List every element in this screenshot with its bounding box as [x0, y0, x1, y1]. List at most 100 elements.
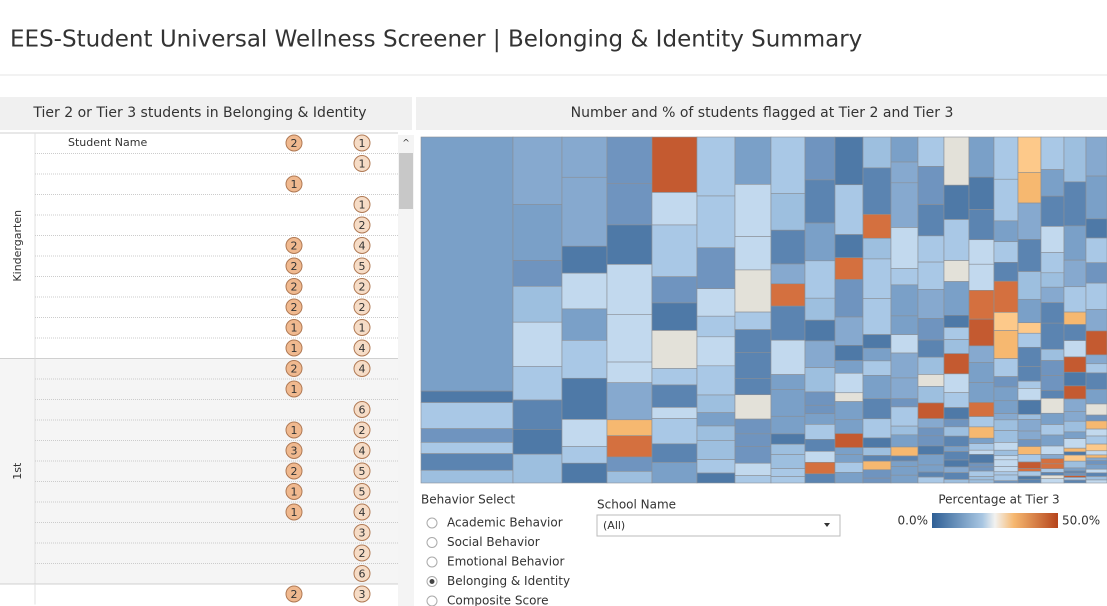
treemap-cell: [420, 136, 514, 392]
treemap-cell: [890, 182, 919, 228]
tier-badge: [353, 503, 371, 521]
tier-count: 1: [291, 383, 298, 396]
treemap-cell: [1063, 431, 1087, 440]
radio[interactable]: [426, 556, 438, 568]
treemap-cell: [1040, 360, 1065, 376]
treemap-cell: [1063, 470, 1087, 474]
treemap-cell: [512, 260, 563, 287]
treemap-cell: [734, 446, 772, 464]
treemap-cell: [770, 136, 806, 194]
group-label: Kindergarten: [11, 210, 24, 282]
treemap-cell: [606, 224, 653, 265]
treemap-cell: [770, 339, 806, 375]
treemap-cell: [420, 390, 514, 403]
tier-count: 4: [359, 342, 366, 355]
treemap-cell: [651, 407, 698, 419]
treemap-cell: [834, 136, 864, 186]
treemap-cell: [968, 345, 995, 363]
treemap-cell: [804, 461, 836, 475]
treemap-cell: [651, 418, 698, 445]
treemap-cell: [943, 184, 970, 220]
treemap-cell: [943, 435, 970, 447]
treemap-cell: [770, 374, 806, 390]
tier-count: 5: [359, 260, 366, 273]
treemap-cell: [561, 377, 608, 420]
tier-count: 6: [359, 404, 366, 417]
treemap-cell: [734, 184, 772, 237]
treemap-cell: [606, 382, 653, 421]
filter-label: Behavior Select: [421, 493, 515, 507]
panel-title: Tier 2 or Tier 3 students in Belonging &…: [32, 105, 366, 121]
scroll-up[interactable]: ^: [402, 139, 410, 149]
treemap-cell: [917, 136, 945, 167]
radio[interactable]: [426, 595, 438, 606]
treemap-cell: [862, 360, 892, 376]
tier-count: 1: [359, 199, 366, 212]
treemap-cell: [606, 264, 653, 315]
treemap-cell: [651, 136, 698, 193]
tier-badge: [285, 134, 303, 152]
treemap-cell: [1085, 389, 1107, 405]
treemap-cell: [943, 451, 970, 461]
tier-badge: [353, 257, 371, 275]
radio-label: Emotional Behavior: [447, 555, 564, 569]
treemap-cell: [993, 280, 1019, 313]
treemap-cell: [1085, 175, 1107, 220]
treemap-cell: [734, 269, 772, 313]
dropdown[interactable]: [596, 514, 841, 537]
treemap-cell: [1017, 461, 1042, 469]
treemap-cell: [651, 384, 698, 408]
treemap-cell: [770, 389, 806, 417]
treemap-cell: [862, 460, 892, 471]
treemap-cell: [968, 437, 995, 444]
treemap-cell: [606, 136, 653, 185]
treemap-cell: [993, 413, 1019, 421]
treemap-cell: [1063, 477, 1087, 481]
scroll-thumb[interactable]: [399, 153, 413, 209]
radio[interactable]: [426, 537, 438, 548]
treemap-cell: [1063, 438, 1087, 449]
treemap-cell: [917, 445, 945, 455]
treemap-cell: [1040, 468, 1065, 473]
tier-count: 2: [359, 281, 366, 294]
treemap-cell: [890, 466, 919, 476]
treemap-cell: [943, 407, 970, 420]
treemap-cell: [968, 382, 995, 403]
treemap-cell: [1085, 428, 1107, 437]
treemap-cell: [1040, 445, 1065, 455]
treemap-cell: [1085, 218, 1107, 239]
treemap-cell: [606, 183, 653, 226]
treemap-cell: [420, 428, 514, 443]
radio-dot: [429, 579, 435, 584]
treemap-cell: [890, 460, 919, 467]
tier-count: 1: [291, 486, 298, 499]
treemap-cell: [834, 360, 864, 374]
treemap-cell: [968, 470, 995, 477]
treemap-cell: [696, 425, 736, 441]
treemap-cell: [561, 245, 608, 274]
treemap-cell: [696, 195, 736, 249]
treemap-cell: [804, 297, 836, 321]
treemap-cell: [862, 334, 892, 349]
treemap-cell: [651, 330, 698, 369]
treemap-cell: [770, 415, 806, 435]
treemap-cell: [651, 443, 698, 463]
treemap-cell: [1085, 262, 1107, 284]
scrollbar[interactable]: [398, 135, 414, 606]
treemap-cell: [943, 260, 970, 282]
treemap-cell: [606, 361, 653, 383]
treemap-cell: [1017, 271, 1042, 300]
treemap-cell: [1085, 414, 1107, 422]
treemap-cell: [943, 446, 970, 452]
treemap-cell: [734, 462, 772, 476]
tier-count: 3: [359, 527, 366, 540]
treemap-cell: [1017, 388, 1042, 401]
radio[interactable]: [426, 517, 438, 529]
tier-badge: [285, 278, 303, 295]
treemap-cell: [862, 237, 892, 260]
treemap-cell: [1017, 332, 1042, 348]
tier-count: 1: [359, 137, 366, 150]
treemap-cell: [1017, 202, 1042, 240]
tier-count: 6: [359, 568, 366, 581]
treemap-cell: [1063, 460, 1087, 469]
